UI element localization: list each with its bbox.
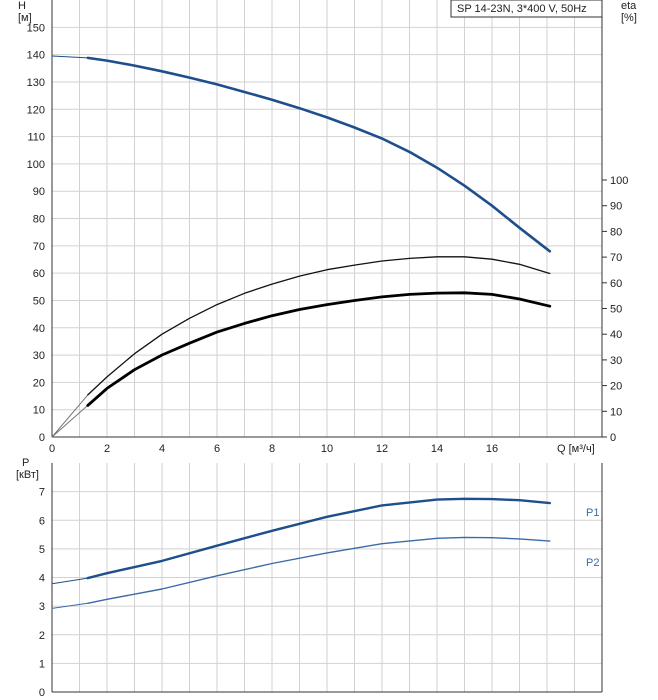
top-y2-tick-label: 30 bbox=[610, 355, 622, 367]
p1-curve-leadin bbox=[51, 577, 89, 585]
top-y-tick-label: 0 bbox=[39, 432, 45, 444]
head-curve-leadin bbox=[51, 55, 89, 59]
top-y-axis-unit: [м] bbox=[18, 12, 32, 24]
efficiency-curve-thin bbox=[87, 256, 551, 396]
top-y-tick-label: 80 bbox=[33, 214, 45, 226]
top-y2-tick-label: 60 bbox=[610, 278, 622, 290]
series-label-p2: P2 bbox=[586, 557, 599, 569]
top-y2-tick-labels: 0 10 20 30 40 50 60 70 80 90 100 bbox=[602, 175, 628, 444]
top-y-axis-label: H bbox=[18, 0, 26, 12]
top-y-tick-label: 140 bbox=[27, 50, 45, 62]
legend-box-text: SP 14-23N, 3*400 V, 50Hz bbox=[457, 3, 587, 15]
bottom-y-tick-label: 0 bbox=[39, 687, 45, 699]
top-y2-tick-label: 80 bbox=[610, 226, 622, 238]
p2-curve bbox=[87, 536, 551, 604]
top-y-tick-label: 40 bbox=[33, 323, 45, 335]
bottom-y-tick-label: 5 bbox=[39, 544, 45, 556]
p1-curve bbox=[86, 497, 551, 580]
top-y2-tick-label: 70 bbox=[610, 252, 622, 264]
top-x-tick-labels: 0 2 4 6 8 10 12 14 16 bbox=[49, 443, 498, 455]
bottom-y-tick-label: 1 bbox=[39, 658, 45, 670]
top-y2-tick-label: 50 bbox=[610, 304, 622, 316]
top-grid bbox=[52, 0, 602, 437]
top-y2-axis-unit: [%] bbox=[621, 12, 637, 24]
x-axis-label: Q [м³/ч] bbox=[557, 443, 595, 455]
top-y-tick-label: 90 bbox=[33, 186, 45, 198]
top-y-tick-label: 30 bbox=[33, 350, 45, 362]
top-y-tick-label: 50 bbox=[33, 295, 45, 307]
top-y-tick-label: 100 bbox=[27, 159, 45, 171]
top-y-tick-label: 20 bbox=[33, 377, 45, 389]
top-y2-tick-label: 0 bbox=[610, 432, 616, 444]
efficiency-curve-thick-leadin bbox=[51, 405, 89, 438]
bottom-y-tick-labels: 0 1 2 3 4 5 6 7 bbox=[39, 487, 45, 699]
x-tick-label: 4 bbox=[159, 443, 165, 455]
head-curve bbox=[86, 56, 552, 253]
top-y-tick-label: 150 bbox=[27, 22, 45, 34]
top-y2-tick-label: 100 bbox=[610, 175, 628, 187]
bottom-y-tick-label: 4 bbox=[39, 573, 45, 585]
series-label-p1: P1 bbox=[586, 507, 599, 519]
p2-curve-leadin bbox=[51, 602, 89, 609]
efficiency-curve-thin-leadin bbox=[51, 394, 89, 438]
top-y2-tick-label: 90 bbox=[610, 201, 622, 213]
bottom-grid bbox=[52, 463, 602, 692]
top-y2-tick-label: 20 bbox=[610, 381, 622, 393]
top-y-tick-label: 70 bbox=[33, 241, 45, 253]
x-tick-label: 8 bbox=[269, 443, 275, 455]
top-y2-tick-label: 10 bbox=[610, 406, 622, 418]
x-tick-label: 0 bbox=[49, 443, 55, 455]
bottom-y-tick-label: 6 bbox=[39, 515, 45, 527]
top-y-tick-label: 130 bbox=[27, 77, 45, 89]
x-tick-label: 12 bbox=[376, 443, 388, 455]
x-tick-label: 16 bbox=[486, 443, 498, 455]
bottom-y-axis-label: P bbox=[22, 457, 29, 469]
top-y-tick-label: 60 bbox=[33, 268, 45, 280]
top-y2-axis-label: eta bbox=[621, 0, 637, 12]
top-y-tick-label: 120 bbox=[27, 104, 45, 116]
top-y-tick-label: 10 bbox=[33, 405, 45, 417]
series-layer bbox=[51, 55, 552, 609]
x-tick-label: 2 bbox=[104, 443, 110, 455]
legend-box bbox=[450, 0, 603, 18]
bottom-y-tick-label: 3 bbox=[39, 601, 45, 613]
x-tick-label: 14 bbox=[431, 443, 443, 455]
top-y-tick-label: 110 bbox=[27, 132, 45, 144]
bottom-y-tick-label: 7 bbox=[39, 487, 45, 499]
top-y2-tick-label: 40 bbox=[610, 329, 622, 341]
x-tick-label: 10 bbox=[321, 443, 333, 455]
x-tick-label: 6 bbox=[214, 443, 220, 455]
efficiency-curve-thick bbox=[86, 291, 552, 407]
bottom-y-tick-label: 2 bbox=[39, 630, 45, 642]
top-y-tick-labels: 0 10 20 30 40 50 60 70 80 90 100 110 120 130 140 150 bbox=[27, 22, 45, 444]
bottom-y-axis-unit: [кВт] bbox=[16, 469, 39, 481]
